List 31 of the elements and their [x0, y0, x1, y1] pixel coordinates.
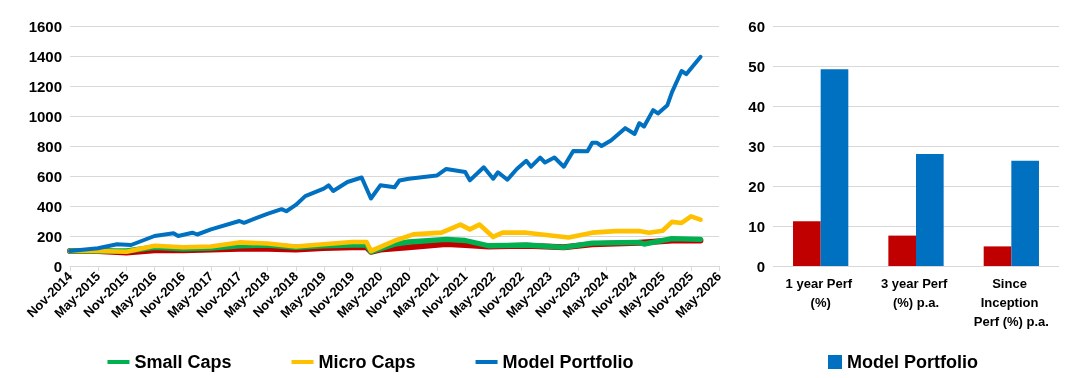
bar [793, 221, 821, 266]
x-tick-label: 3 year Perf (%) p.a. [880, 276, 952, 310]
y-tick-label: 50 [748, 57, 765, 75]
x-tick-label: 1 year Perf (%) [785, 276, 856, 310]
y-tick-label: 1000 [28, 107, 62, 125]
line-series [67, 214, 703, 255]
legend-label: Model Portfolio [502, 352, 634, 372]
bar [916, 154, 944, 266]
bar [1011, 160, 1039, 266]
y-tick-label: 1400 [28, 47, 62, 65]
y-tick-label: 800 [36, 137, 62, 155]
y-tick-label: 40 [748, 97, 765, 115]
y-tick-label: 600 [36, 167, 62, 185]
bar [983, 246, 1012, 266]
bar [820, 69, 849, 266]
line-series [68, 54, 703, 253]
y-tick-label: 10 [748, 217, 765, 235]
legend-label: Model Portfolio [847, 352, 978, 372]
y-tick-label: 20 [748, 177, 765, 195]
bar [888, 235, 916, 266]
y-tick-label: 60 [748, 17, 765, 35]
legend-label: Micro Caps [318, 352, 416, 372]
y-tick-label: 0 [756, 257, 765, 275]
y-tick-label: 1600 [28, 17, 62, 35]
y-tick-label: 200 [36, 227, 62, 245]
x-tick-label: Since Inception Perf (%) p.a. [973, 276, 1049, 329]
y-tick-label: 30 [748, 137, 765, 155]
y-tick-label: 1200 [28, 77, 62, 95]
legend-label: Small Caps [134, 352, 232, 372]
y-tick-label: 400 [36, 197, 62, 215]
y-tick-label: 0 [53, 257, 62, 275]
